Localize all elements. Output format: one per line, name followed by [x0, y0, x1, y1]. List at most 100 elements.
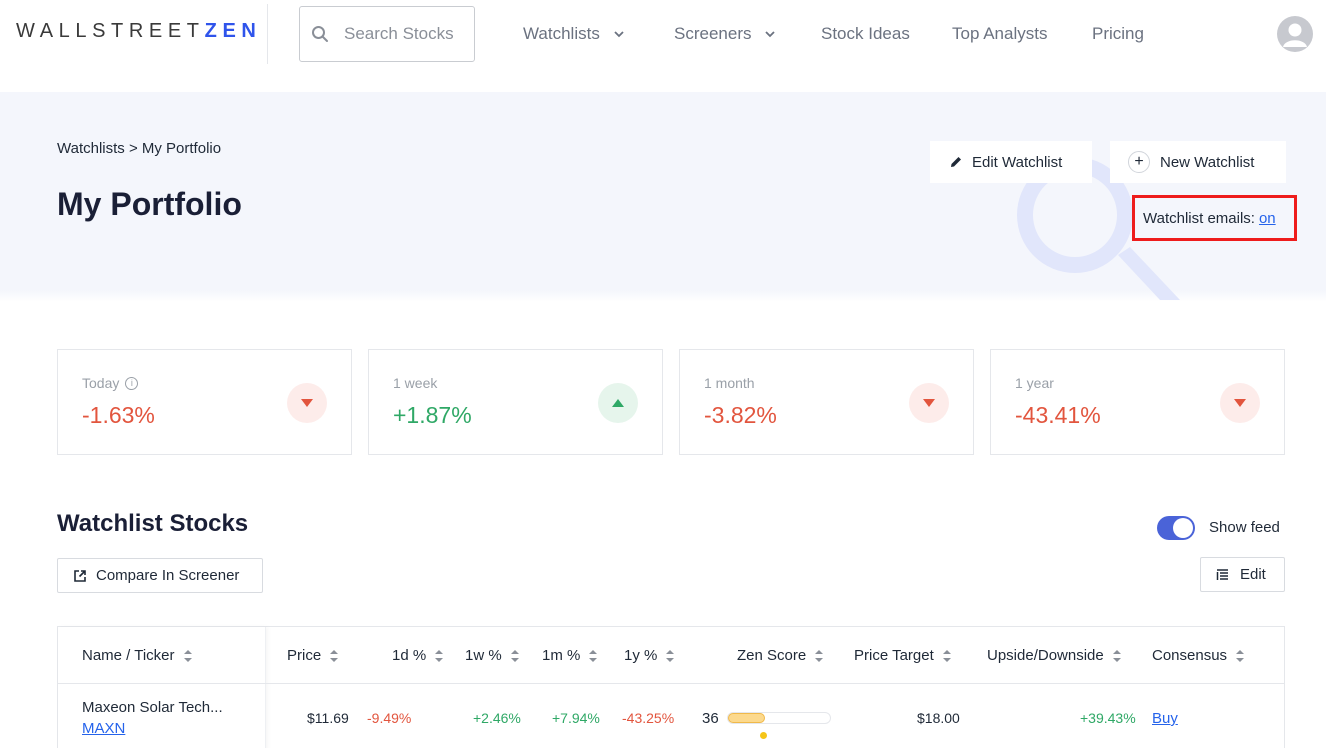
stat-value: -43.41% [1015, 402, 1101, 428]
show-feed-toggle[interactable] [1157, 516, 1195, 540]
column-header-1m[interactable]: 1m % [542, 647, 598, 664]
search-input[interactable]: Search Stocks [299, 6, 475, 62]
column-label: Name / Ticker [82, 647, 175, 664]
change-1m-cell: +7.94% [552, 710, 600, 726]
plus-icon: + [1128, 151, 1150, 173]
column-label: Zen Score [737, 647, 807, 664]
external-link-icon [74, 569, 86, 582]
stat-value: +1.87% [393, 402, 472, 428]
list-settings-icon [1216, 568, 1228, 580]
zen-score-fill [728, 713, 765, 723]
nav-stock-ideas[interactable]: Stock Ideas [821, 22, 910, 46]
edit-columns-button[interactable]: Edit [1200, 557, 1285, 592]
chevron-down-icon [614, 31, 624, 38]
watchlist-emails-setting: Watchlist emails: on [1132, 195, 1297, 241]
nav-pricing[interactable]: Pricing [1092, 22, 1144, 46]
user-avatar-icon[interactable] [1277, 16, 1313, 52]
logo[interactable]: WALLSTREETZEN [16, 20, 261, 43]
consensus-link[interactable]: Buy [1152, 710, 1178, 727]
watchlist-emails-toggle-link[interactable]: on [1258, 209, 1276, 227]
column-label: Consensus [1152, 647, 1228, 664]
stat-card-1-year: 1 year -43.41% [990, 349, 1285, 455]
column-header-price-target[interactable]: Price Target [854, 647, 952, 664]
edit-watchlist-button[interactable]: Edit Watchlist [930, 141, 1092, 183]
column-header-1w[interactable]: 1w % [465, 647, 520, 664]
sort-icon [942, 649, 951, 662]
new-watchlist-label: New Watchlist [1160, 153, 1255, 171]
logo-divider [267, 4, 268, 64]
sort-icon [510, 649, 519, 662]
chevron-down-icon [765, 31, 776, 38]
nav-screeners-label: Screeners [674, 24, 752, 43]
sort-icon [589, 649, 598, 662]
pencil-icon [948, 154, 964, 170]
new-watchlist-button[interactable]: + New Watchlist [1110, 141, 1286, 183]
sort-icon [1112, 649, 1121, 662]
column-header-name[interactable]: Name / Ticker [82, 647, 193, 664]
nav-top-analysts-label: Top Analysts [952, 24, 1048, 43]
nav-watchlists-label: Watchlists [523, 24, 600, 43]
sort-icon [666, 649, 675, 662]
stat-value: -1.63% [82, 402, 155, 428]
trend-up-icon [598, 383, 638, 423]
column-label: 1d % [392, 647, 427, 664]
show-feed-label: Show feed [1209, 519, 1280, 536]
nav-top-analysts[interactable]: Top Analysts [952, 22, 1047, 46]
column-header-1d[interactable]: 1d % [392, 647, 444, 664]
search-placeholder: Search Stocks [344, 24, 454, 43]
stat-card-today: Today i -1.63% [57, 349, 352, 455]
column-label: 1w % [465, 647, 502, 664]
zen-score-bar [727, 712, 831, 724]
logo-accent: ZEN [204, 20, 262, 42]
trend-down-icon [909, 383, 949, 423]
sort-icon [1236, 649, 1245, 662]
price-cell: $11.69 [307, 710, 349, 726]
watchlist-emails-label: Watchlist emails: [1143, 209, 1255, 227]
change-1d-cell: -9.49% [367, 710, 412, 726]
column-label: Price Target [854, 647, 934, 664]
info-icon[interactable]: i [125, 376, 139, 390]
stock-name: Maxeon Solar Tech... [82, 699, 223, 716]
watchlist-table: Name / Ticker Price 1d % 1w % 1m % 1y % … [57, 626, 1285, 748]
stat-card-1-week: 1 week +1.87% [368, 349, 663, 455]
column-label: Upside/Downside [987, 647, 1104, 664]
page-title: My Portfolio [57, 186, 242, 222]
column-label: 1y % [624, 647, 658, 664]
search-icon [310, 24, 330, 44]
sort-icon [815, 649, 824, 662]
trend-down-icon [287, 383, 327, 423]
section-title: Watchlist Stocks [57, 510, 249, 537]
column-label: 1m % [542, 647, 581, 664]
breadcrumb[interactable]: Watchlists > My Portfolio [57, 140, 222, 157]
sticky-name-column [58, 627, 266, 748]
toggle-knob [1173, 518, 1193, 538]
hero-fade [0, 290, 1326, 302]
sort-icon [435, 649, 444, 662]
compare-in-screener-button[interactable]: Compare In Screener [57, 558, 263, 593]
column-header-zen-score[interactable]: Zen Score [737, 647, 824, 664]
sort-icon [330, 649, 339, 662]
stock-ticker-link[interactable]: MAXN [82, 720, 126, 737]
magnifier-decoration-icon [1017, 157, 1180, 300]
column-header-price[interactable]: Price [287, 647, 339, 664]
nav-screeners[interactable]: Screeners [674, 22, 777, 46]
table-header: Name / Ticker Price 1d % 1w % 1m % 1y % … [58, 627, 1284, 684]
stat-label: 1 week [393, 375, 438, 391]
column-header-upside[interactable]: Upside/Downside [987, 647, 1122, 664]
logo-main: WALLSTREET [16, 20, 205, 42]
trend-down-icon [1220, 383, 1260, 423]
stat-label: 1 year [1015, 375, 1054, 391]
column-header-1y[interactable]: 1y % [624, 647, 675, 664]
stat-card-1-month: 1 month -3.82% [679, 349, 974, 455]
upside-cell: +39.43% [1080, 710, 1136, 726]
stat-label: Today i [82, 375, 139, 391]
column-header-consensus[interactable]: Consensus [1152, 647, 1245, 664]
stat-label: 1 month [704, 375, 755, 391]
stat-value: -3.82% [704, 402, 777, 428]
top-header: WALLSTREETZEN Search Stocks Watchlists S… [0, 0, 1326, 92]
nav-watchlists[interactable]: Watchlists [523, 22, 626, 46]
edit-columns-label: Edit [1240, 566, 1266, 583]
zen-score-marker [760, 732, 767, 739]
nav-pricing-label: Pricing [1092, 24, 1144, 43]
zen-score-value: 36 [702, 710, 719, 727]
